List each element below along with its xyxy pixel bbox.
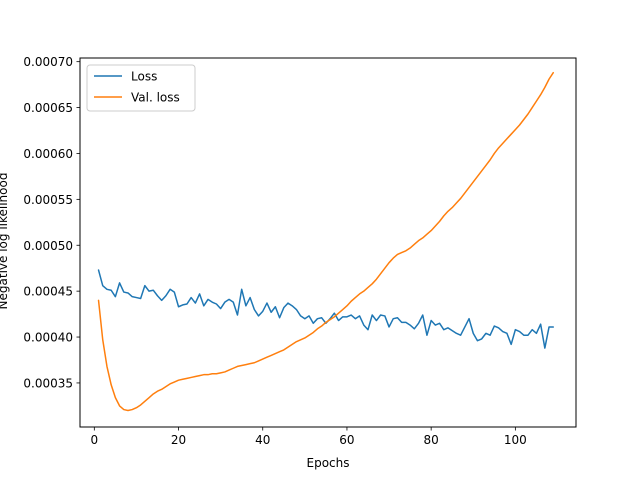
x-axis-label: Epochs (307, 456, 350, 470)
y-tick-label: 0.00070 (23, 55, 73, 69)
series-line-val-loss (97, 71, 555, 412)
y-axis-ticks: 0.00035 0.00040 0.00045 0.00050 0.00055 0.000… (23, 55, 80, 390)
y-tick-label: 0.00035 (23, 376, 73, 390)
y-tick-label: 0.00065 (23, 101, 73, 115)
x-tick-label: 60 (339, 433, 354, 447)
y-tick-label: 0.00060 (23, 147, 73, 161)
y-tick-label: 0.00045 (23, 285, 73, 299)
x-tick-label: 100 (504, 433, 527, 447)
x-tick-label: 0 (90, 433, 98, 447)
plot-frame (79, 57, 577, 428)
legend-label: Val. loss (131, 91, 180, 105)
y-tick-label: 0.00050 (23, 239, 73, 253)
legend-label: Loss (131, 70, 157, 84)
x-tick-label: 40 (255, 433, 270, 447)
x-tick-label: 20 (171, 433, 186, 447)
plot-area (79, 57, 577, 428)
x-tick-label: 80 (424, 433, 439, 447)
legend: Loss Val. loss (86, 64, 196, 112)
x-axis-ticks: 0 20 40 60 80 100 (90, 427, 527, 447)
y-tick-label: 0.00040 (23, 331, 73, 345)
y-axis-label: Negative log likelihood (0, 173, 10, 310)
series-layer (97, 71, 555, 412)
y-tick-label: 0.00055 (23, 193, 73, 207)
